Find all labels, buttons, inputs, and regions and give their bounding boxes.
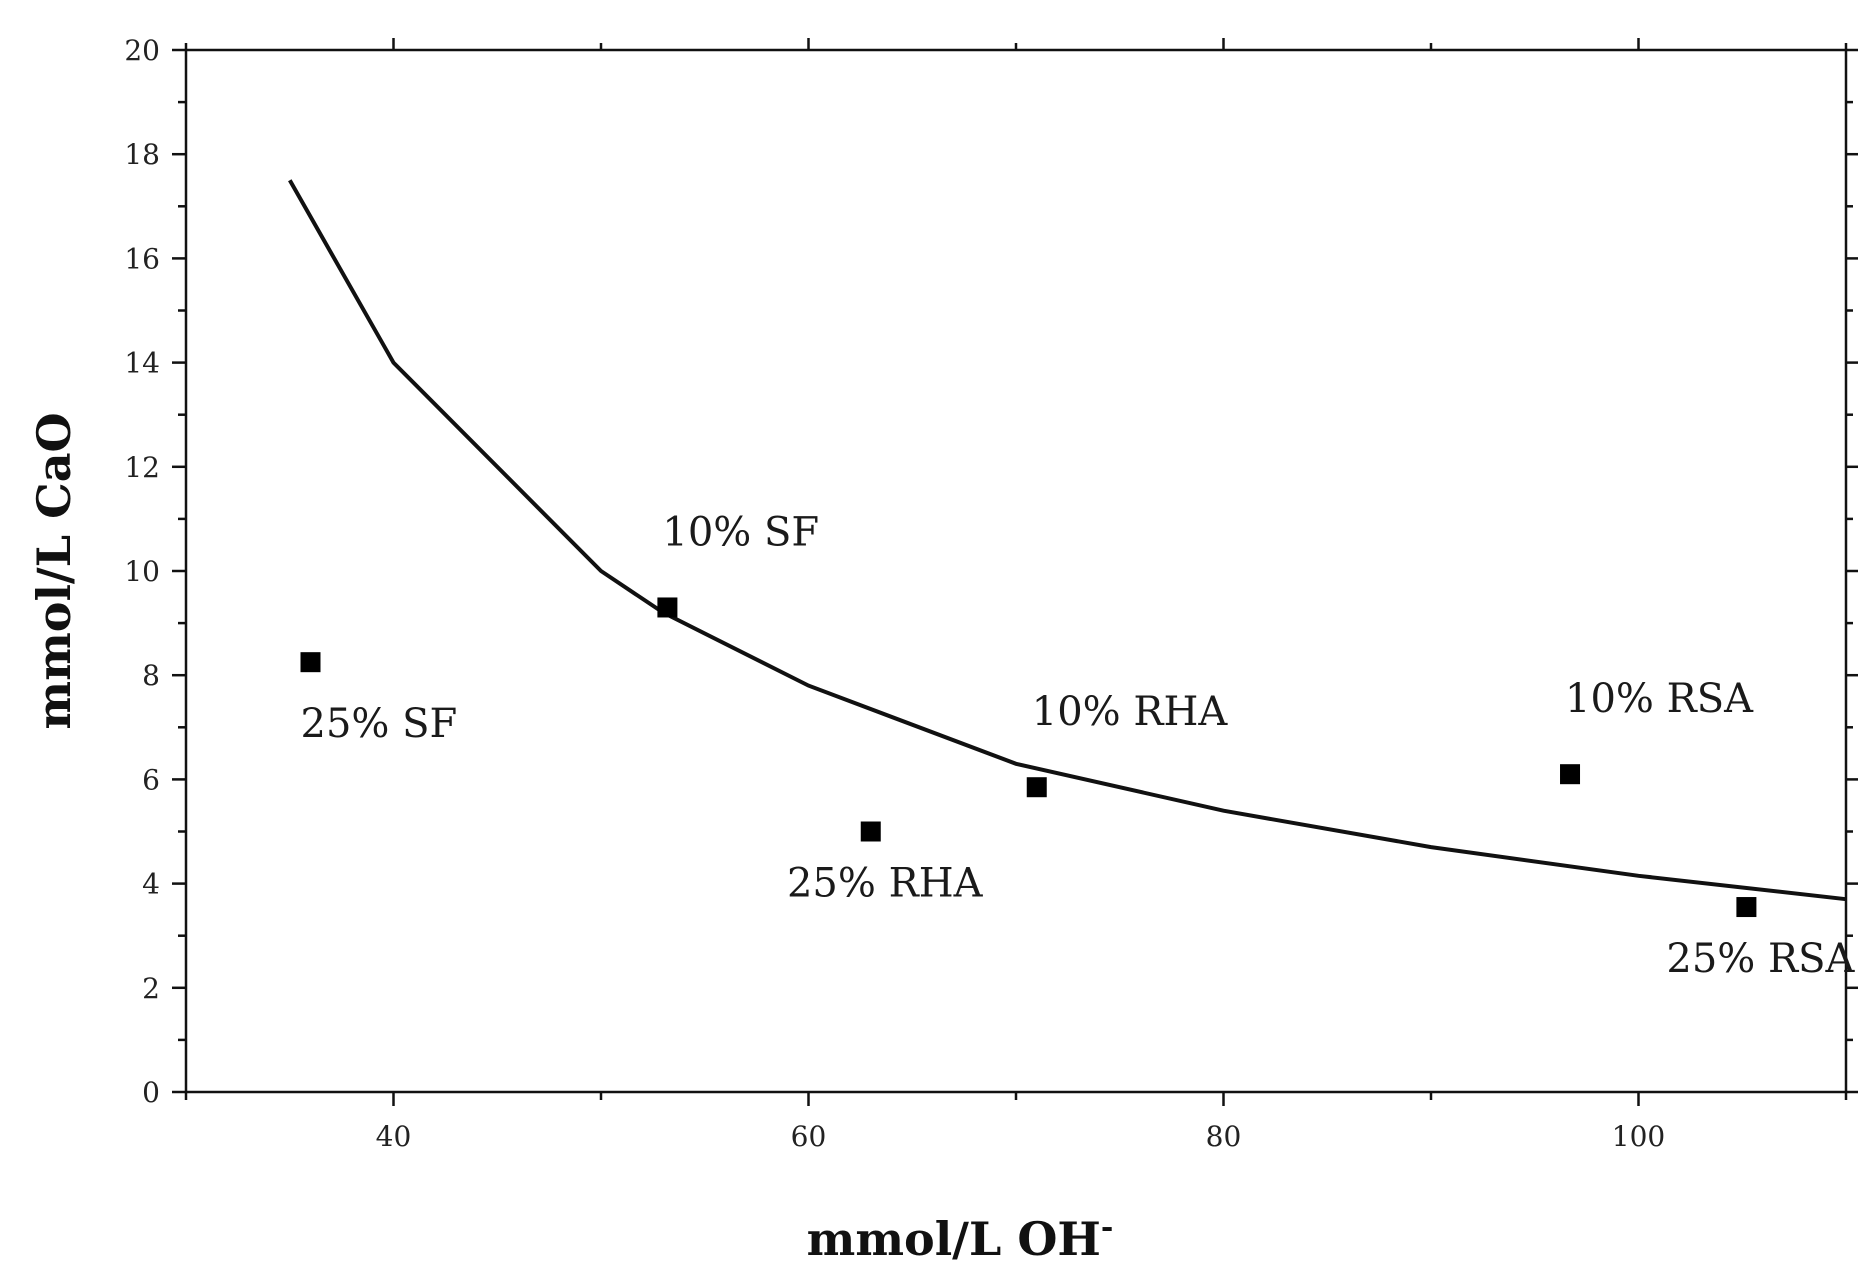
y-tick-label: 16 xyxy=(124,242,160,275)
data-point-marker xyxy=(657,597,678,618)
point-labels: 25% SF 10% SF 25% RHA 10% RHA 10% RSA 25% RSA xyxy=(301,509,1856,982)
x-axis-title: mmol/L OH- xyxy=(807,1210,1114,1266)
y-tick-label: 20 xyxy=(124,34,160,67)
data-point-label: 25% RHA xyxy=(787,861,984,907)
data-markers xyxy=(300,597,1757,918)
y-tick-label: 8 xyxy=(142,659,160,692)
y-tick-label: 4 xyxy=(142,868,160,901)
data-point-marker xyxy=(1560,764,1581,785)
data-point-marker xyxy=(1736,897,1757,918)
y-tick-label: 12 xyxy=(124,451,160,484)
x-tick-label: 80 xyxy=(1206,1120,1242,1153)
tick-labels: 0 2 4 6 8 10 12 14 16 18 20 40 60 80 100 xyxy=(124,34,1665,1153)
y-tick-label: 2 xyxy=(142,972,160,1005)
y-tick-label: 6 xyxy=(142,763,160,796)
plot-frame xyxy=(184,48,1848,1094)
x-tick-label: 100 xyxy=(1612,1120,1665,1153)
x-tick-label: 40 xyxy=(376,1120,412,1153)
axis-ticks xyxy=(172,38,1858,1106)
data-point-label: 10% RHA xyxy=(1032,689,1229,735)
data-point-marker xyxy=(300,652,321,673)
data-point-marker xyxy=(1026,777,1047,798)
solubility-curve-line xyxy=(288,179,1847,902)
data-point-label: 25% SF xyxy=(301,701,458,747)
data-point-label: 25% RSA xyxy=(1666,936,1855,982)
y-tick-label: 0 xyxy=(142,1076,160,1109)
data-point-label: 10% SF xyxy=(662,509,819,555)
y-tick-label: 18 xyxy=(124,138,160,171)
data-point-label: 10% RSA xyxy=(1565,676,1754,722)
y-tick-label: 10 xyxy=(124,555,160,588)
x-tick-label: 60 xyxy=(791,1120,827,1153)
y-axis-title: mmol/L CaO xyxy=(27,412,81,729)
data-point-marker xyxy=(860,821,881,842)
y-tick-label: 14 xyxy=(124,347,160,380)
